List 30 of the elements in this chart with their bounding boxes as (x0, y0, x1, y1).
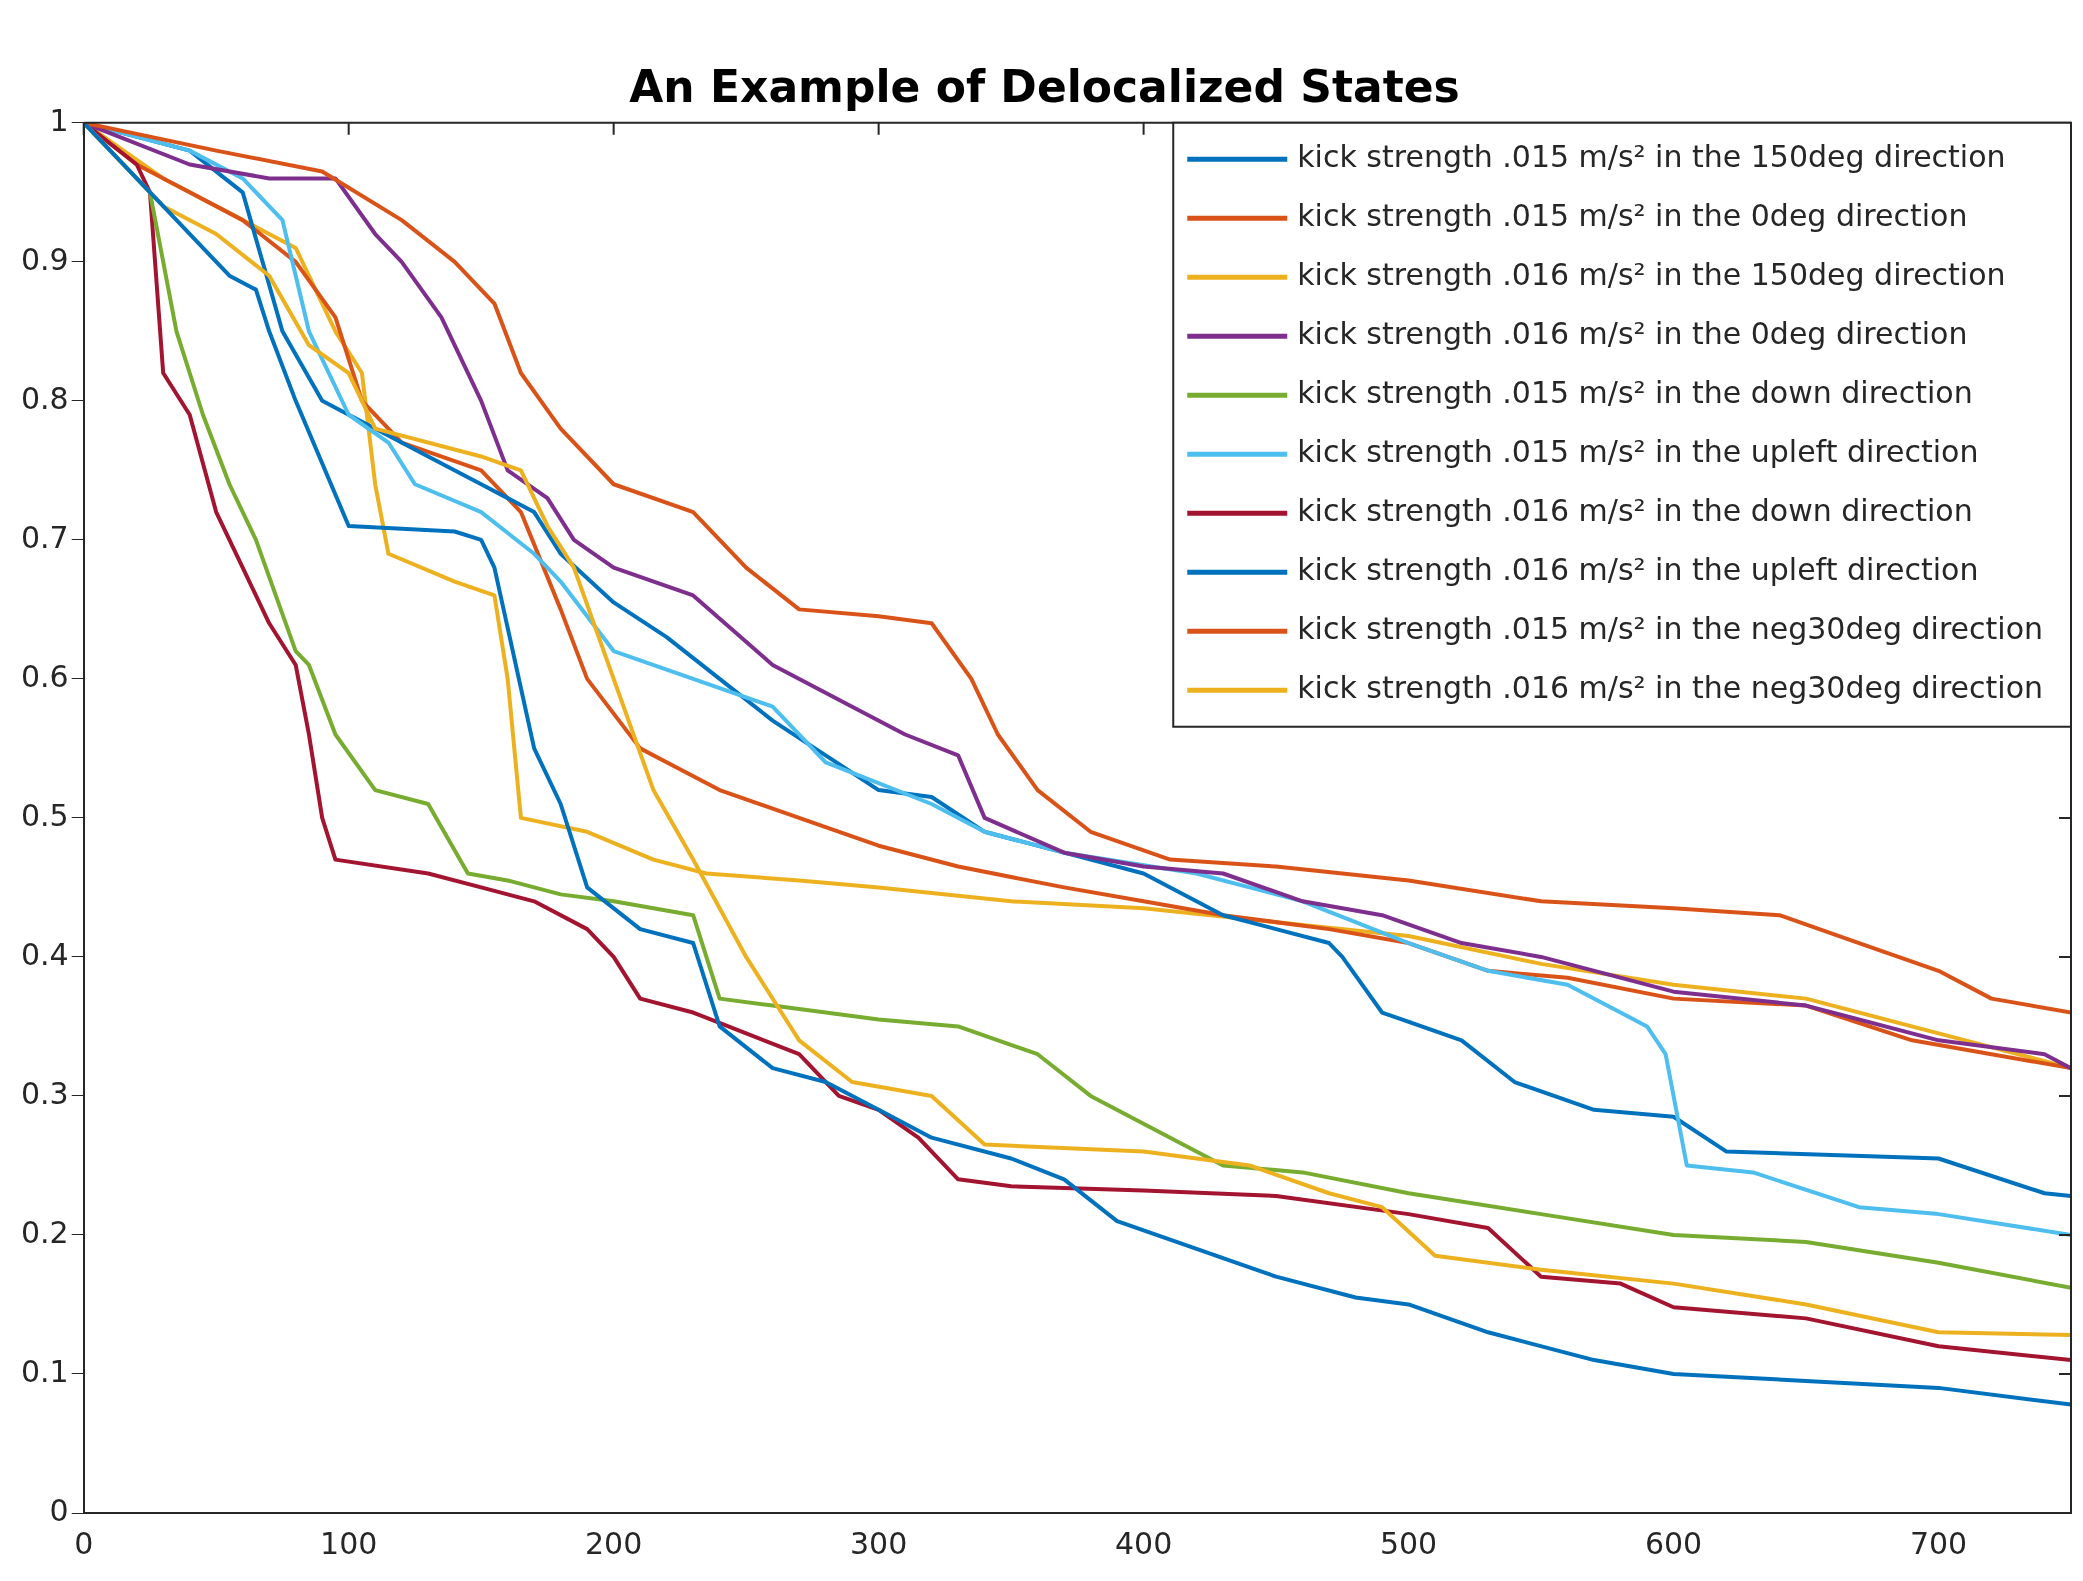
legend-label: kick strength .016 m/s² in the neg30deg direction (1297, 670, 2044, 706)
x-tick-label: 100 (320, 1525, 378, 1561)
y-tick-label: 0 (49, 1492, 69, 1528)
x-tick-label: 200 (585, 1525, 643, 1561)
chart-title: An Example of Delocalized States (629, 60, 1460, 112)
legend-label: kick strength .016 m/s² in the 0deg direction (1297, 316, 1968, 352)
legend-label: kick strength .016 m/s² in the upleft direction (1297, 552, 1979, 588)
legend-label: kick strength .015 m/s² in the neg30deg direction (1297, 611, 2044, 647)
legend-label: kick strength .015 m/s² in the upleft direction (1297, 434, 1979, 470)
x-tick-label: 700 (1909, 1525, 1968, 1561)
x-tick-label: 600 (1644, 1525, 1703, 1561)
y-tick-label: 0.6 (20, 658, 69, 694)
x-tick-label: 300 (849, 1525, 908, 1561)
x-tick-label: 0 (74, 1525, 94, 1561)
y-tick-label: 0.5 (20, 797, 69, 833)
y-tick-label: 0.1 (20, 1353, 69, 1389)
y-tick-label: 0.8 (20, 380, 69, 416)
y-tick-label: 0.4 (20, 936, 69, 972)
legend-label: kick strength .016 m/s² in the down direction (1297, 493, 1973, 529)
y-tick-label: 0.2 (20, 1214, 69, 1250)
x-tick-label: 400 (1114, 1525, 1173, 1561)
y-tick-label: 0.7 (20, 519, 69, 555)
y-tick-label: 1 (49, 102, 69, 138)
legend-label: kick strength .015 m/s² in the 150deg direction (1297, 139, 2006, 175)
legend-label: kick strength .015 m/s² in the 0deg direction (1297, 198, 1968, 234)
legend-label: kick strength .015 m/s² in the down direction (1297, 375, 1973, 411)
legend-label: kick strength .016 m/s² in the 150deg direction (1297, 257, 2006, 293)
x-tick-label: 500 (1379, 1525, 1438, 1561)
y-tick-label: 0.9 (20, 241, 69, 277)
y-tick-label: 0.3 (20, 1075, 69, 1111)
